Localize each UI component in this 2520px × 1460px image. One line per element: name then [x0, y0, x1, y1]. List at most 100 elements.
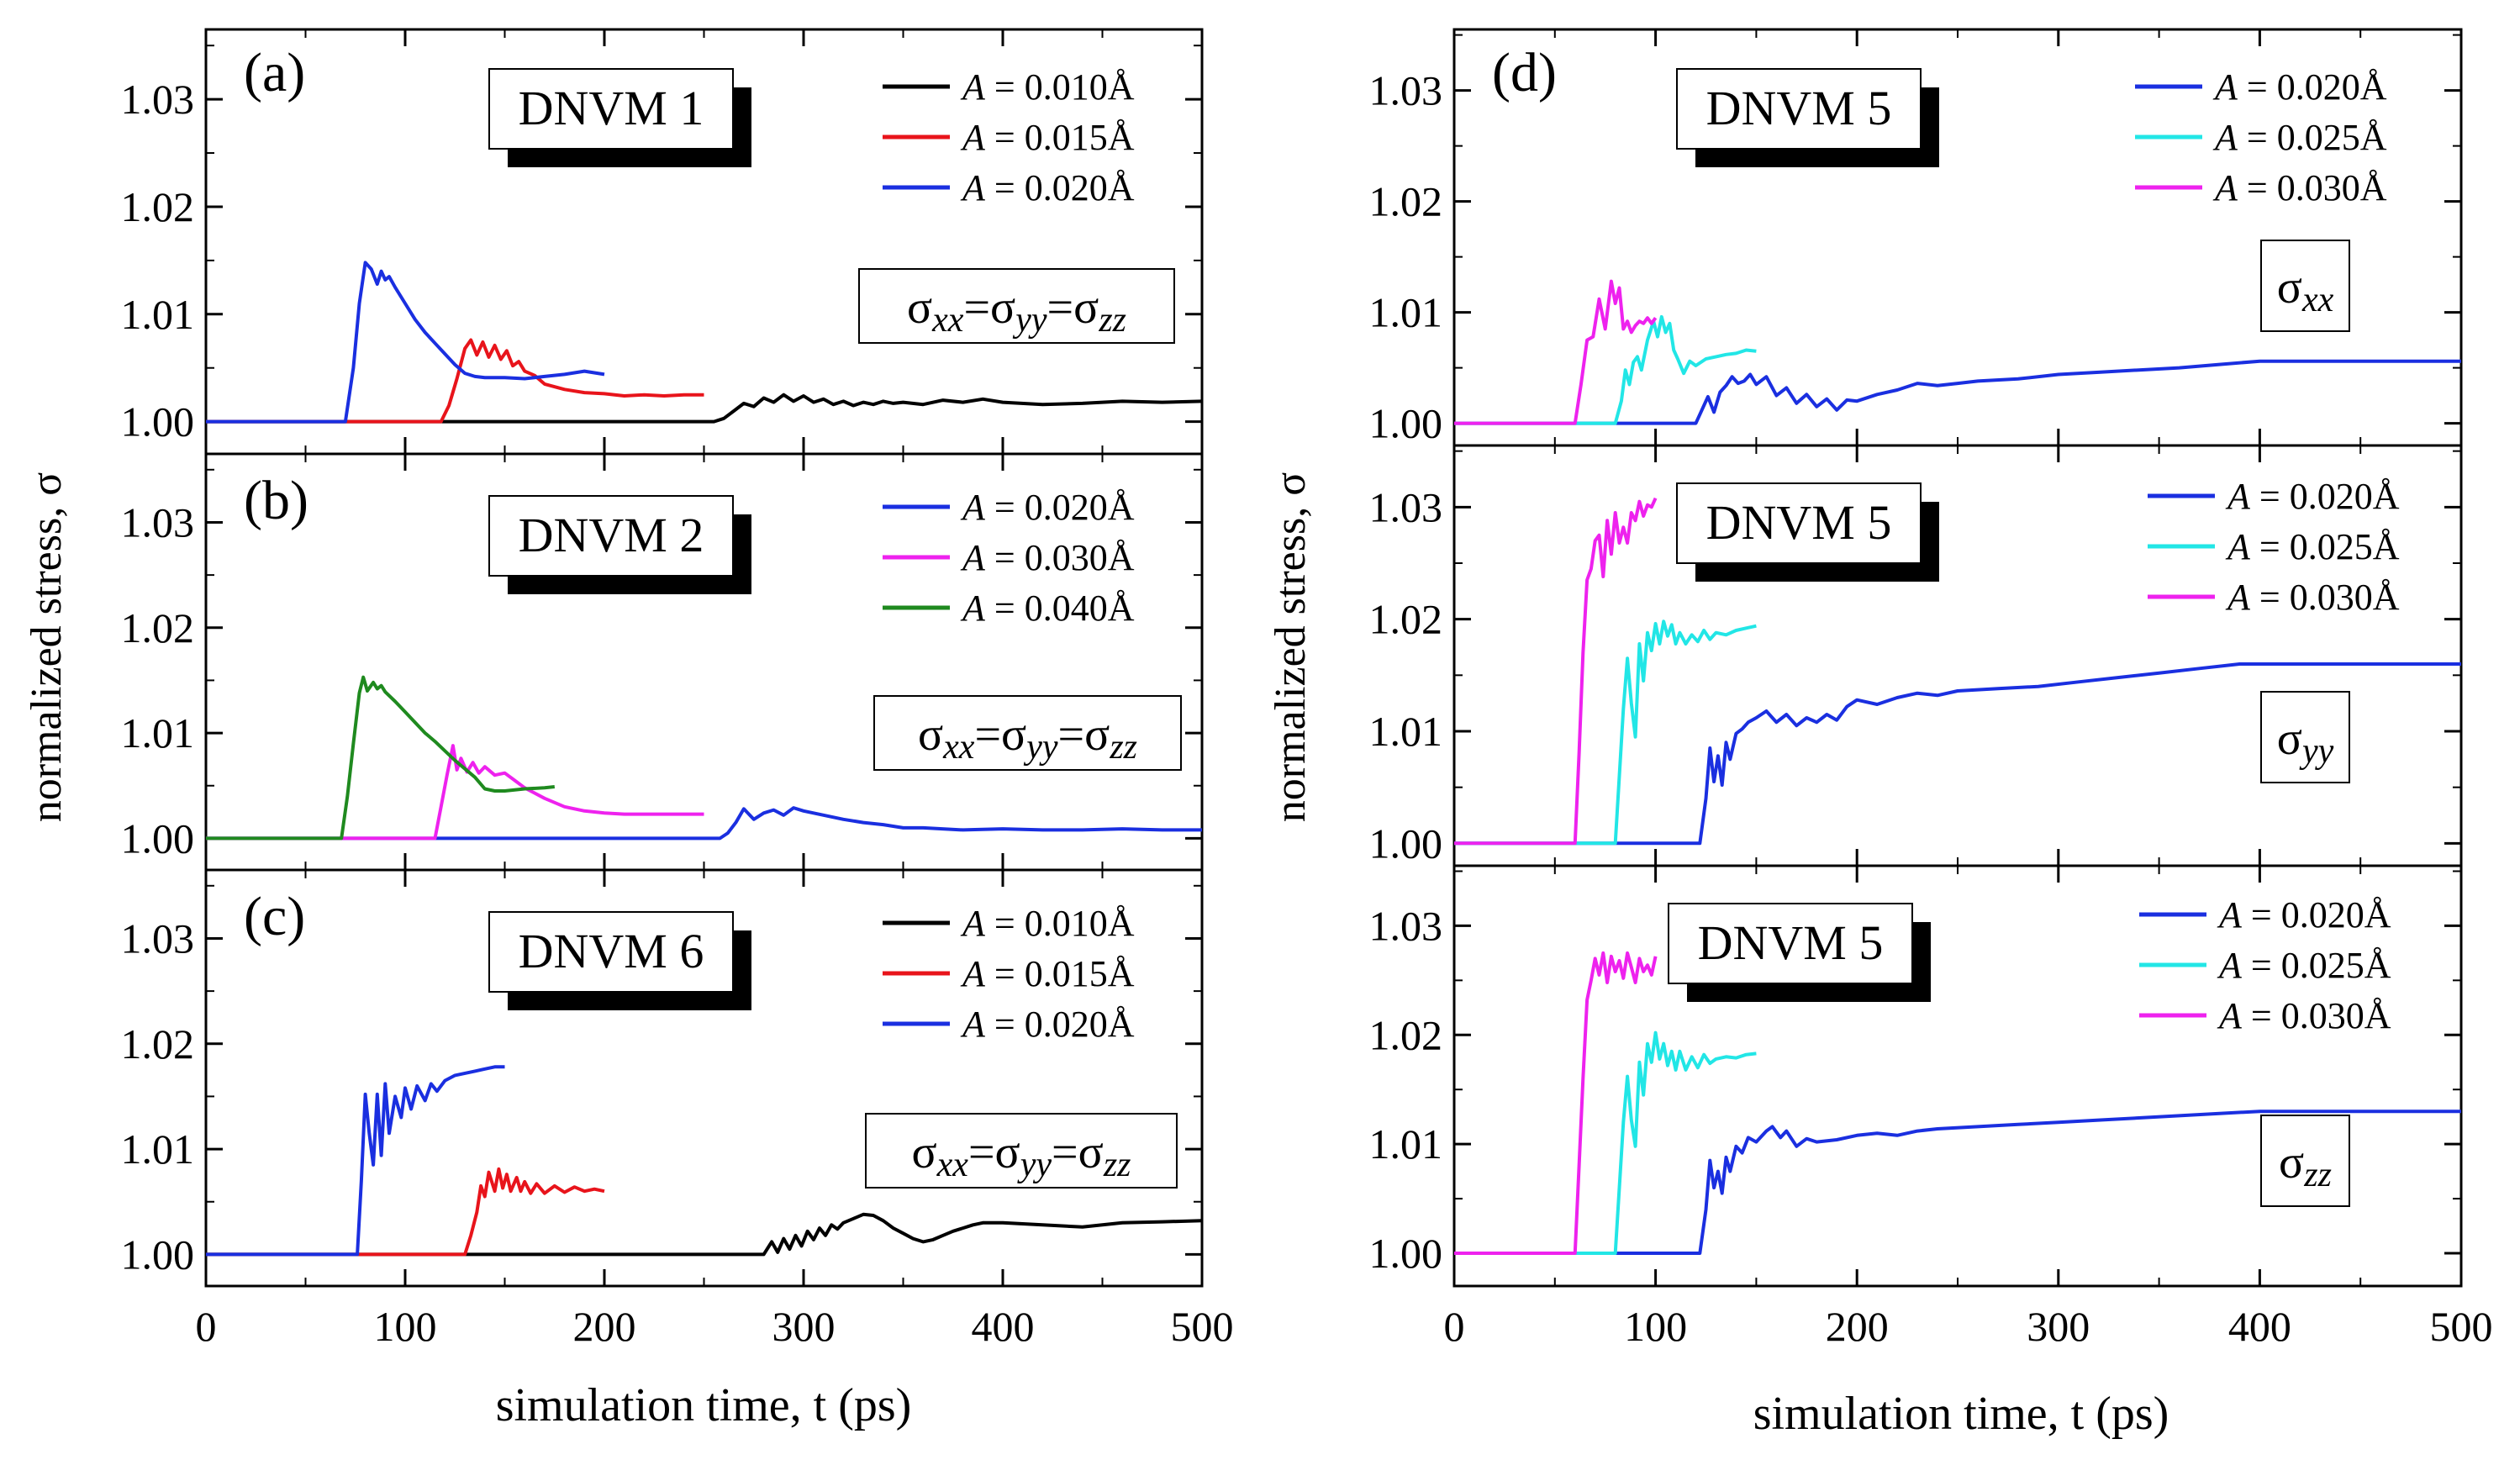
stress-box: [865, 1113, 1178, 1189]
stress-box: [2260, 691, 2350, 783]
dnvm-label: DNVM 1: [519, 81, 704, 135]
y-tick-label: 1.00: [121, 398, 195, 445]
panel-6: 1.00 1.01 1.02 1.03 0 100 200 300 400 500 DNVM 5 A …: [1369, 864, 2493, 1350]
x-tick-label: 500: [1171, 1303, 1234, 1350]
y-tick-label: 1.03: [121, 76, 195, 123]
y-tick-label: 1.00: [121, 1231, 195, 1278]
y-tick-label: 1.03: [1369, 902, 1443, 949]
y-tick-label: 1.01: [1369, 708, 1443, 755]
legend-entry: A = 0.030Å: [960, 537, 1135, 578]
panel-4: 1.00 1.01 1.02 1.03 (d) DNVM 5 A = 0.020Å A = 0…: [1369, 28, 2463, 447]
series-line-3: [206, 1065, 505, 1257]
panel-label: (b): [244, 470, 308, 531]
x-tick-label: 500: [2430, 1303, 2493, 1350]
series-line-2: [206, 338, 704, 424]
series-line-2: [1454, 619, 1757, 846]
dnvm-box: [488, 911, 734, 993]
series-line-2: [206, 1167, 605, 1257]
stress-box: [2260, 1115, 2350, 1207]
legend-entry: A = 0.025Å: [2225, 526, 2400, 567]
series-line-2: [1454, 1030, 1757, 1255]
stress-label: σyy: [2277, 713, 2334, 771]
series-line-2: [206, 744, 704, 841]
x-axis-label-left: simulation time, t (ps): [496, 1379, 912, 1431]
legend-entry: A = 0.020Å: [960, 167, 1135, 208]
dnvm-box: [1668, 903, 1913, 984]
dnvm-label: DNVM 6: [519, 924, 704, 978]
y-tick-label: 1.03: [121, 498, 195, 546]
stress-label: σzz: [2279, 1136, 2332, 1194]
series-line-1: [206, 806, 1202, 841]
series-line-2: [1454, 314, 1757, 425]
series-line-1: [1454, 359, 2461, 425]
series-line-3: [1454, 279, 1658, 425]
y-tick-label: 1.01: [121, 291, 195, 338]
panel-label: (a): [244, 42, 305, 103]
x-tick-label: 200: [573, 1303, 636, 1350]
y-tick-label: 1.02: [121, 604, 195, 651]
dnvm-box: [1676, 68, 1922, 150]
y-axis-label-left: normalized stress, σ: [23, 472, 71, 822]
x-tick-label: 400: [2228, 1303, 2291, 1350]
x-tick-label: 100: [1624, 1303, 1687, 1350]
legend-entry: A = 0.020Å: [960, 1004, 1135, 1045]
panel-5: 1.00 1.01 1.02 1.03 DNVM 5 A = 0.020Å A = 0.02…: [1369, 444, 2463, 867]
y-tick-label: 1.02: [121, 1020, 195, 1067]
x-tick-label: 400: [972, 1303, 1035, 1350]
y-tick-label: 1.02: [1369, 596, 1443, 643]
y-axis-label-right: normalized stress, σ: [1267, 472, 1315, 822]
x-tick-label: 0: [1444, 1303, 1465, 1350]
y-tick-label: 1.00: [1369, 400, 1443, 447]
dnvm-label: DNVM 2: [519, 508, 704, 562]
y-tick-label: 1.03: [121, 914, 195, 962]
series-line-1: [1454, 1109, 2461, 1255]
legend-entry: A = 0.020Å: [2217, 894, 2391, 936]
x-tick-label: 100: [374, 1303, 437, 1350]
y-tick-label: 1.03: [1369, 67, 1443, 114]
y-tick-label: 1.03: [1369, 483, 1443, 530]
dnvm-label: DNVM 5: [1698, 915, 1884, 970]
legend-entry: A = 0.010Å: [960, 903, 1135, 944]
legend-entry: A = 0.020Å: [2225, 476, 2400, 517]
series-line-3: [206, 675, 556, 841]
y-tick-label: 1.00: [1369, 1230, 1443, 1277]
legend-entry: A = 0.025Å: [2217, 945, 2391, 986]
stress-label: σxx=σyy=σzz: [918, 709, 1137, 767]
series-line-1: [206, 1212, 1203, 1257]
x-axis-label-right: simulation time, t (ps): [1753, 1388, 2169, 1440]
y-tick-label: 1.02: [1369, 178, 1443, 225]
panel-1: 1.00 1.01 1.02 1.03 (a) DNVM 1 A = 0.010Å A = 0…: [121, 28, 1204, 456]
legend-entry: A = 0.025Å: [2212, 117, 2387, 158]
legend-entry: A = 0.030Å: [2212, 167, 2387, 208]
legend-entry: A = 0.020Å: [960, 487, 1135, 528]
series-line-1: [1454, 662, 2461, 846]
stress-label: σxx: [2277, 261, 2334, 319]
series-line-1: [206, 393, 1203, 424]
panel-label: (d): [1492, 42, 1557, 103]
y-tick-label: 1.01: [121, 709, 195, 756]
panel-label: (c): [244, 886, 305, 947]
dnvm-box: [488, 495, 734, 577]
y-tick-label: 1.00: [1369, 820, 1443, 867]
dnvm-label: DNVM 5: [1706, 495, 1892, 550]
y-tick-label: 1.02: [121, 183, 195, 230]
legend-entry: A = 0.015Å: [960, 953, 1135, 994]
series-line-3: [1454, 951, 1658, 1255]
dnvm-label: DNVM 5: [1706, 81, 1892, 135]
stress-label: σxx=σyy=σzz: [907, 282, 1126, 340]
dnvm-box: [1676, 482, 1922, 564]
x-tick-label: 300: [772, 1303, 836, 1350]
stress-box: [2260, 240, 2350, 332]
legend-entry: A = 0.030Å: [2217, 995, 2391, 1036]
stress-box: [873, 695, 1182, 771]
series-line-3: [1454, 497, 1658, 846]
y-tick-label: 1.01: [121, 1125, 195, 1173]
stress-box: [858, 268, 1175, 344]
legend-entry: A = 0.015Å: [960, 117, 1135, 158]
dnvm-box: [488, 68, 734, 150]
series-line-3: [206, 261, 605, 424]
y-tick-label: 1.01: [1369, 289, 1443, 336]
y-tick-label: 1.02: [1369, 1011, 1443, 1058]
x-tick-label: 0: [196, 1303, 217, 1350]
